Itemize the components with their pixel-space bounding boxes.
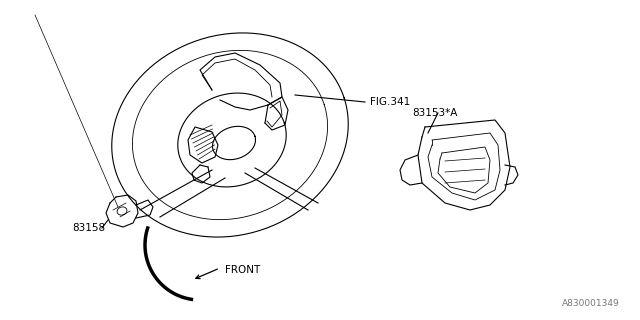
Text: FIG.341: FIG.341 [370, 97, 410, 107]
Text: 83158: 83158 [72, 223, 105, 233]
Text: A830001349: A830001349 [563, 299, 620, 308]
Text: FRONT: FRONT [225, 265, 260, 275]
Text: 83153*A: 83153*A [412, 108, 458, 118]
